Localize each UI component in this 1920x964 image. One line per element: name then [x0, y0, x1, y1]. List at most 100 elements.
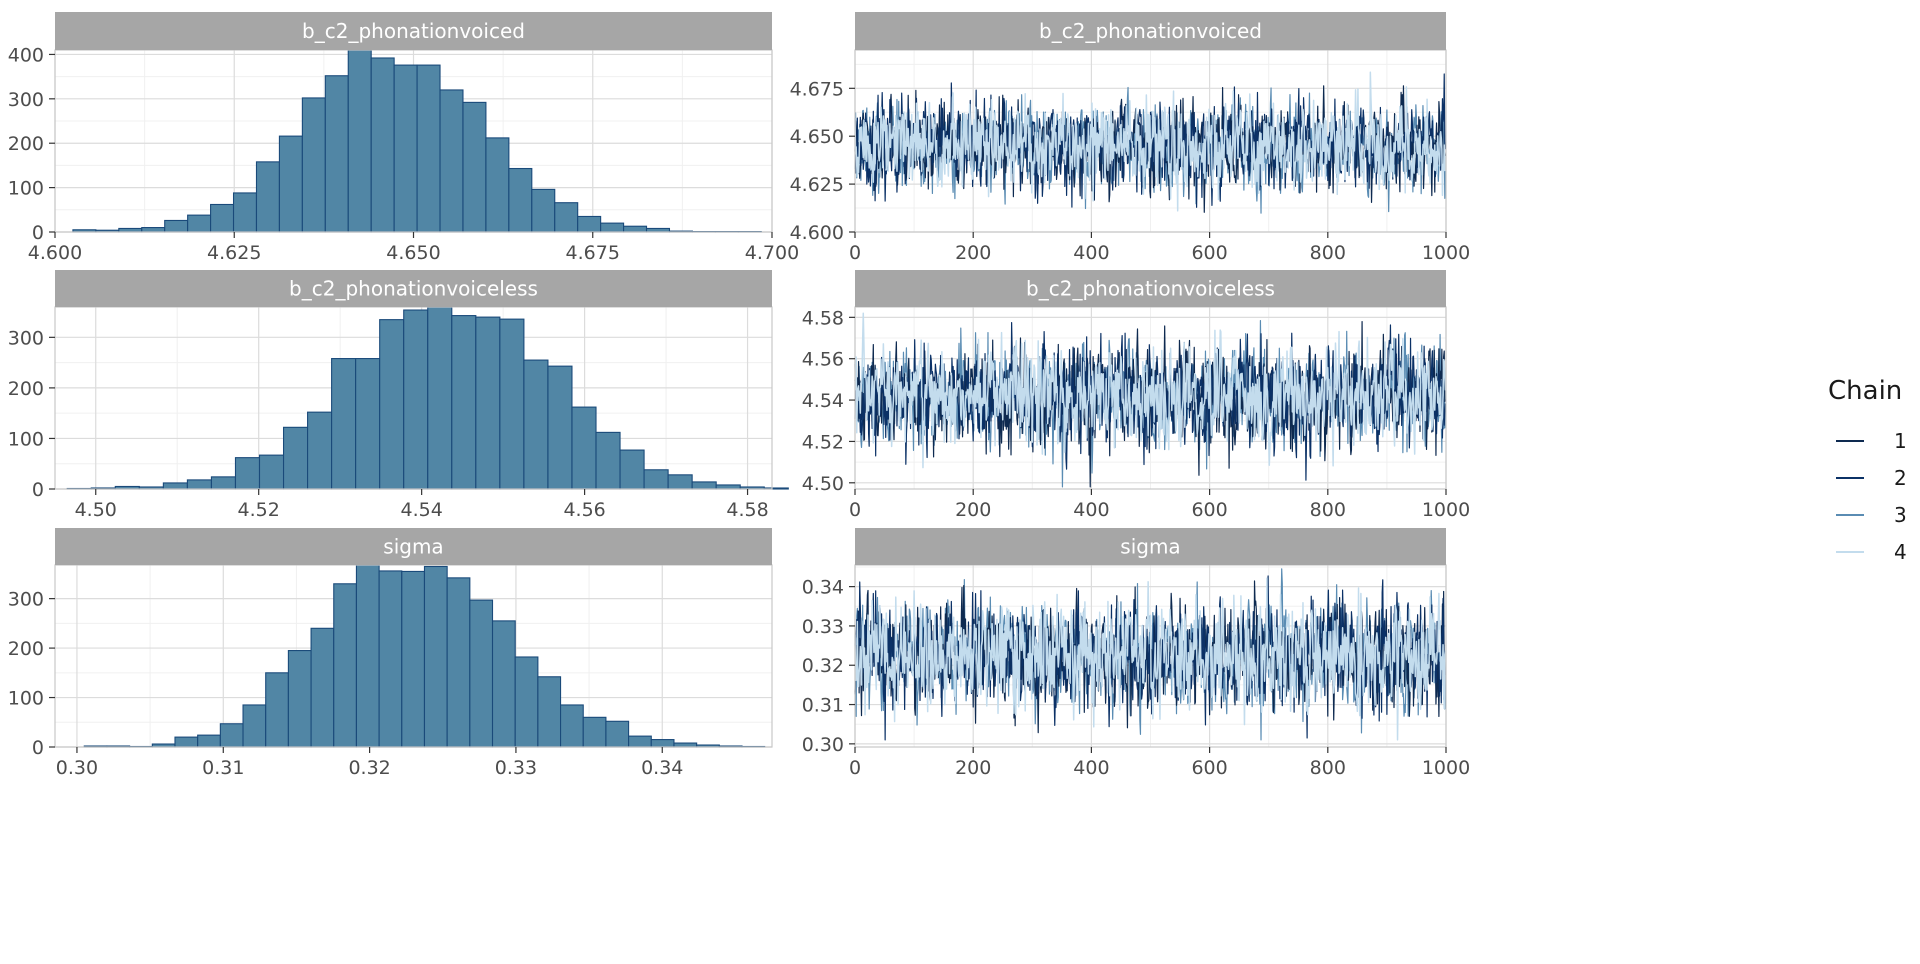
x-tick-label: 800 — [1310, 757, 1346, 779]
y-tick-label: 200 — [8, 378, 44, 400]
histogram-bar — [356, 565, 379, 747]
histogram-bar — [235, 458, 259, 489]
y-tick-label: 300 — [8, 589, 44, 611]
histogram-bar — [561, 705, 584, 747]
histogram-bar — [440, 90, 463, 232]
x-tick-label: 600 — [1191, 499, 1227, 521]
histogram-bar — [348, 50, 371, 232]
histogram-bar — [379, 571, 402, 747]
histogram-bar — [163, 483, 187, 489]
histogram-bar — [428, 307, 452, 489]
facet-strip-title: b_c2_phonationvoiceless — [289, 277, 538, 301]
x-tick-label: 0.31 — [202, 757, 244, 779]
histogram-bar — [260, 455, 284, 489]
x-tick-label: 4.52 — [238, 499, 280, 521]
histogram-bar — [509, 169, 532, 232]
histogram-bar — [548, 366, 572, 489]
facet-strip-title: b_c2_phonationvoiced — [302, 19, 525, 43]
histogram-bar — [447, 578, 470, 747]
x-tick-label: 200 — [955, 499, 991, 521]
histogram-bar — [211, 477, 235, 489]
y-tick-label: 200 — [8, 133, 44, 155]
histogram-bar — [470, 600, 493, 747]
histogram-bar — [668, 475, 692, 489]
facet-strip-title: sigma — [1120, 535, 1180, 559]
histogram-bar — [596, 432, 620, 489]
histogram-bar — [644, 470, 668, 489]
histogram-bar — [515, 657, 538, 747]
histogram-bar — [417, 65, 440, 232]
y-tick-label: 0 — [32, 479, 44, 501]
histogram-bar — [424, 566, 447, 747]
y-tick-label: 4.675 — [790, 78, 844, 100]
x-tick-label: 200 — [955, 757, 991, 779]
x-tick-label: 4.54 — [400, 499, 442, 521]
histogram-bar — [311, 628, 334, 747]
x-tick-label: 4.56 — [563, 499, 605, 521]
y-tick-label: 4.54 — [802, 390, 844, 412]
y-tick-label: 4.56 — [802, 349, 844, 371]
y-tick-label: 0.30 — [802, 734, 844, 756]
x-tick-label: 0.32 — [348, 757, 390, 779]
histogram-bar — [325, 76, 348, 232]
y-tick-label: 100 — [8, 178, 44, 200]
x-tick-label: 4.675 — [566, 242, 620, 264]
histogram-bar — [394, 65, 417, 232]
histogram-bar — [288, 651, 311, 747]
histogram-bar — [266, 673, 289, 747]
histogram-bar — [256, 162, 279, 232]
panel-histogram-b_c2_phonationvoiceless: b_c2_phonationvoiceless 4.50 4.52 4.54 4.56 4… — [8, 270, 789, 521]
histogram-bar — [629, 736, 652, 747]
x-tick-label: 1000 — [1422, 757, 1470, 779]
x-tick-label: 4.600 — [28, 242, 82, 264]
histogram-bar — [220, 724, 243, 747]
y-tick-label: 100 — [8, 428, 44, 450]
x-tick-label: 0.30 — [56, 757, 98, 779]
x-tick-label: 4.700 — [745, 242, 799, 264]
x-tick-label: 200 — [955, 242, 991, 264]
facet-strip-title: b_c2_phonationvoiceless — [1026, 277, 1275, 301]
histogram-bar — [493, 621, 516, 747]
y-tick-label: 4.50 — [802, 473, 844, 495]
y-tick-label: 0.32 — [802, 655, 844, 677]
x-tick-label: 800 — [1310, 499, 1346, 521]
histogram-bar — [187, 480, 211, 489]
x-tick-label: 400 — [1073, 499, 1109, 521]
x-tick-label: 4.58 — [726, 499, 768, 521]
histogram-bar — [624, 226, 647, 232]
x-tick-label: 400 — [1073, 757, 1109, 779]
histogram-bar — [198, 735, 221, 747]
x-tick-label: 800 — [1310, 242, 1346, 264]
histogram-bar — [165, 220, 188, 232]
y-tick-label: 100 — [8, 688, 44, 710]
histogram-bar — [332, 359, 356, 489]
histogram-bar — [308, 412, 332, 489]
histogram-bar — [692, 482, 716, 489]
histogram-bar — [302, 98, 325, 232]
x-tick-label: 0 — [849, 242, 861, 264]
x-tick-label: 0.34 — [641, 757, 683, 779]
histogram-bar — [538, 677, 561, 747]
histogram-bar — [716, 485, 740, 489]
y-tick-label: 300 — [8, 89, 44, 111]
histogram-bar — [524, 360, 548, 489]
histogram-bar — [476, 317, 500, 489]
y-tick-label: 0.31 — [802, 695, 844, 717]
y-tick-label: 0 — [32, 737, 44, 759]
y-tick-label: 0.33 — [802, 616, 844, 638]
y-tick-label: 0 — [32, 222, 44, 244]
y-tick-label: 400 — [8, 44, 44, 66]
x-tick-label: 4.50 — [75, 499, 117, 521]
y-tick-label: 4.58 — [802, 307, 844, 329]
histogram-bar — [555, 203, 578, 232]
histogram-bar — [651, 740, 674, 747]
y-tick-label: 300 — [8, 327, 44, 349]
